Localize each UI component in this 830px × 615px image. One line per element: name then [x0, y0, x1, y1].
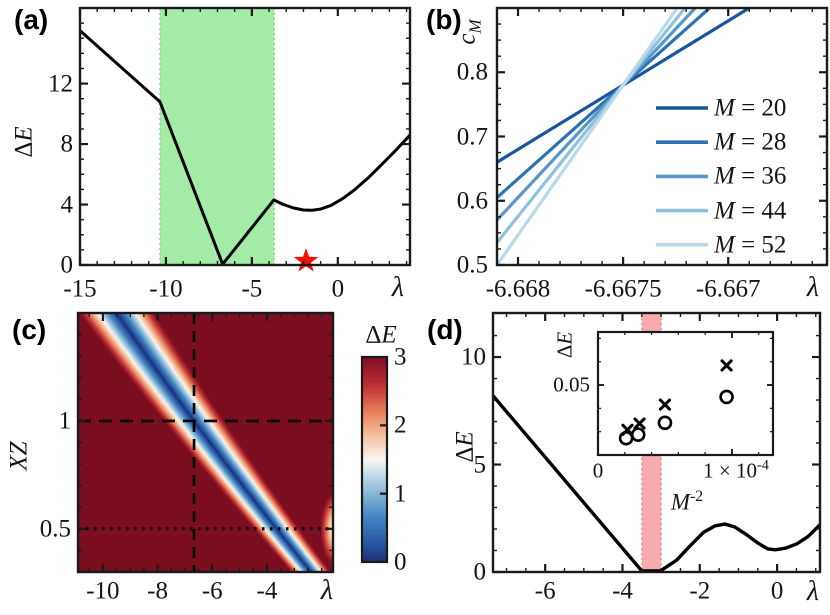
- tick-marks: [497, 8, 827, 267]
- axes-frame: [78, 6, 412, 267]
- colorbar-frame: [360, 355, 389, 564]
- inset-cross-marker: [621, 423, 634, 436]
- tick-marks: [78, 313, 333, 572]
- cM-line-0: [497, 8, 753, 164]
- axes-frame: [76, 311, 335, 574]
- tick-marks: [598, 332, 773, 455]
- inset-cross-marker: [720, 359, 733, 372]
- cM-line-2: [497, 8, 698, 222]
- tick-marks: [78, 8, 410, 267]
- critical-region-band: [159, 8, 275, 265]
- cM-line-3: [497, 8, 687, 245]
- energy-gap-curve-d: [493, 394, 820, 572]
- inset-background: [598, 332, 773, 455]
- inset-cross-marker: [658, 398, 672, 411]
- inset-cross-marker: [633, 417, 646, 430]
- inset-frame: [596, 330, 775, 457]
- colorbar: [362, 357, 387, 562]
- axes-frame: [495, 6, 829, 267]
- cM-line-1: [497, 8, 713, 200]
- inset-circle-marker: [719, 389, 734, 405]
- tick-marks: [493, 313, 820, 574]
- inset-circle-marker: [657, 415, 673, 431]
- energy-gap-curve-a: [80, 29, 410, 265]
- cM-line-4: [497, 8, 680, 265]
- star-marker: [293, 248, 319, 272]
